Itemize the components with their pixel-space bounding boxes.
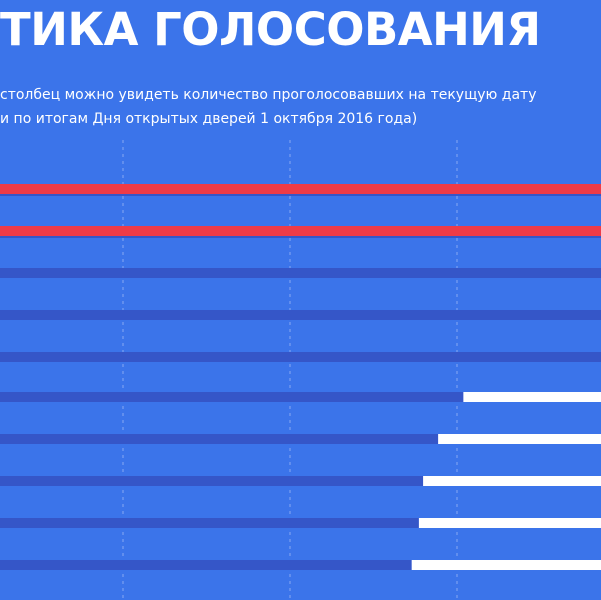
bar-row-4-previous: [0, 310, 601, 320]
bar-row-8-previous: [0, 476, 424, 486]
bar-row-10-current: [411, 560, 601, 570]
bar-row-8-current: [423, 476, 601, 486]
bar-row-2-current: [0, 226, 601, 236]
bar-row-1-baseline: [0, 194, 601, 196]
bar-row-3-previous: [0, 268, 601, 278]
bar-row-5-previous: [0, 352, 601, 362]
bar-row-1-current: [0, 184, 601, 194]
chart-subtitle-line-2: и по итогам Дня открытых дверей 1 октябр…: [0, 111, 418, 127]
bar-row-6-previous: [0, 392, 464, 402]
bar-row-10-previous: [0, 560, 412, 570]
page-title: ТИКА ГОЛОСОВАНИЯ: [0, 3, 541, 56]
bar-row-9-current: [418, 518, 601, 528]
bar-row-7-previous: [0, 434, 439, 444]
bar-row-6-current: [463, 392, 601, 402]
bar-row-9-previous: [0, 518, 419, 528]
bar-row-7-current: [438, 434, 601, 444]
chart-subtitle-line-1: столбец можно увидеть количество проголо…: [0, 87, 537, 103]
bar-row-2-baseline: [0, 236, 601, 238]
